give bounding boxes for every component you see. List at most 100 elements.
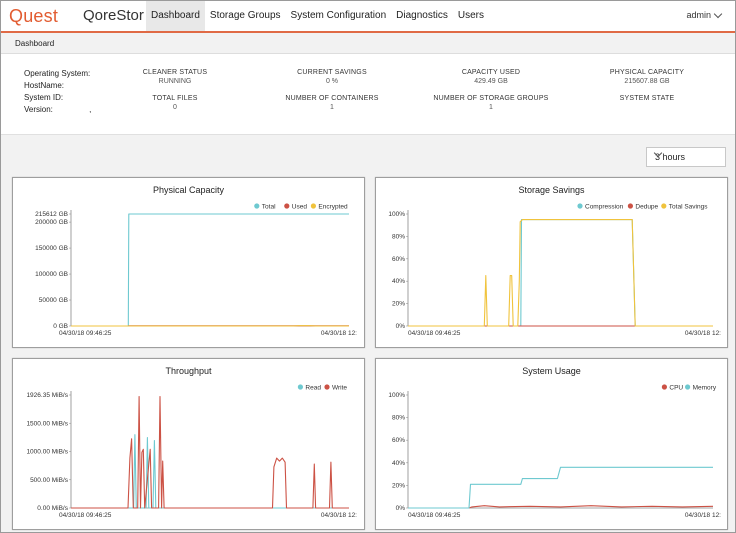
time-range-select[interactable]: 3 hours xyxy=(646,147,726,167)
legend-label: Total xyxy=(262,204,276,211)
legend-swatch[interactable] xyxy=(310,203,316,209)
legend-swatch[interactable] xyxy=(661,384,667,390)
y-tick-label: 150000 GB xyxy=(35,245,68,252)
y-tick-label: 1000.00 MiB/s xyxy=(26,449,68,456)
stat-value: RUNNING xyxy=(158,78,192,85)
legend-swatch[interactable] xyxy=(685,384,691,390)
system-info: Operating System: HostName: System ID: V… xyxy=(24,68,91,116)
breadcrumb-dashboard: Dashboard xyxy=(15,39,55,48)
legend-label: Compression xyxy=(585,204,624,211)
series-line-read xyxy=(71,434,349,509)
series-line-total-savings xyxy=(408,219,713,327)
system-id-label: System ID: xyxy=(24,93,64,102)
legend-label: Write xyxy=(332,385,347,392)
version-row: Version: , xyxy=(24,104,91,116)
version-value: , xyxy=(89,105,92,114)
y-tick-label: 60% xyxy=(392,437,405,444)
y-tick-label: 40% xyxy=(392,278,405,285)
legend-swatch[interactable] xyxy=(284,203,290,209)
system-summary: Operating System: HostName: System ID: V… xyxy=(1,54,735,135)
series-line-compression xyxy=(408,219,713,327)
chart-title: Throughput xyxy=(165,366,212,376)
quest-logo[interactable]: Quest xyxy=(9,6,59,26)
legend-label: Read xyxy=(305,385,321,392)
chart-title: Physical Capacity xyxy=(152,185,225,195)
y-tick-label: 60% xyxy=(392,256,405,263)
nav-storage-groups[interactable]: Storage Groups xyxy=(209,10,281,21)
y-tick-label: 0% xyxy=(396,323,406,330)
physical-capacity-panel: Physical Capacity 215612 GB 200000 GB 1500… xyxy=(12,177,365,348)
x-start-label: 04/30/18 09:46:25 xyxy=(59,330,112,337)
y-tick-label: 20% xyxy=(392,301,405,308)
top-navigation-bar: Quest QoreStor Dashboard Storage Groups … xyxy=(1,1,735,33)
x-end-label: 04/30/18 12: xyxy=(321,330,357,337)
user-menu[interactable]: admin xyxy=(686,9,723,20)
legend-swatch[interactable] xyxy=(254,203,260,209)
chart-title: Storage Savings xyxy=(518,185,585,195)
os-label: Operating System: xyxy=(24,69,91,78)
stat-total-files: TOTAL FILES 0 xyxy=(139,94,211,112)
main-nav: Dashboard Storage Groups System Configur… xyxy=(146,1,489,31)
throughput-chart: 1926.35 MiB/s 1500.00 MiB/s 1000.00 MiB/s 5… xyxy=(26,384,357,519)
stat-value: 0 % xyxy=(325,78,339,85)
x-end-label: 04/30/18 12: xyxy=(685,512,721,519)
stat-value: 0 xyxy=(173,104,177,111)
stat-value: 429.49 GB xyxy=(474,78,508,85)
legend-label: Total Savings xyxy=(669,204,708,211)
stat-capacity-used: CAPACITY USED 429.49 GB xyxy=(449,68,533,86)
nav-dashboard[interactable]: Dashboard xyxy=(146,1,205,31)
storage-savings-panel: Storage Savings 100% 80% 60% 40% 20% 0% 04/30/… xyxy=(375,177,728,348)
legend-swatch[interactable] xyxy=(627,203,633,209)
legend-swatch[interactable] xyxy=(661,203,667,209)
stat-value: 215607.88 GB xyxy=(624,78,670,85)
x-start-label: 04/30/18 09:46:25 xyxy=(408,512,461,519)
stat-label: CURRENT SAVINGS xyxy=(297,69,367,76)
x-end-label: 04/30/18 12: xyxy=(321,512,357,519)
y-tick-label: 100% xyxy=(388,211,405,218)
breadcrumb: Dashboard xyxy=(1,33,735,54)
y-tick-label: 200000 GB xyxy=(35,219,68,226)
legend-swatch[interactable] xyxy=(577,203,583,209)
y-tick-label: 20% xyxy=(392,482,405,489)
stat-cleaner-status: CLEANER STATUS RUNNING xyxy=(139,68,211,86)
y-tick-label: 40% xyxy=(392,460,405,467)
stat-system-state: SYSTEM STATE xyxy=(605,94,689,103)
stat-label: NUMBER OF STORAGE GROUPS xyxy=(433,95,549,102)
stat-label: NUMBER OF CONTAINERS xyxy=(285,95,379,102)
stat-label: CAPACITY USED xyxy=(461,69,521,76)
legend-label: Memory xyxy=(693,385,717,392)
chart-title: System Usage xyxy=(522,366,581,376)
legend-swatch[interactable] xyxy=(297,384,303,390)
legend-label: CPU xyxy=(669,385,683,392)
product-name: QoreStor xyxy=(83,7,144,24)
legend-label: Used xyxy=(292,204,308,211)
chevron-down-icon xyxy=(713,9,723,18)
y-tick-label: 100000 GB xyxy=(35,271,68,278)
stat-current-savings: CURRENT SAVINGS 0 % xyxy=(289,68,375,86)
series-line-total xyxy=(71,213,349,327)
series-line-cpu xyxy=(408,505,714,509)
throughput-panel: Throughput 1926.35 MiB/s 1500.00 MiB/s 100… xyxy=(12,358,365,530)
nav-system-configuration[interactable]: System Configuration xyxy=(290,10,387,21)
hostname-label: HostName: xyxy=(24,81,65,90)
y-tick-label: 80% xyxy=(392,233,405,240)
x-start-label: 04/30/18 09:46:25 xyxy=(59,512,112,519)
storage-savings-chart: 100% 80% 60% 40% 20% 0%04/30/18 09:46:25 04/30… xyxy=(388,203,721,337)
stat-number-of-storage-groups: NUMBER OF STORAGE GROUPS 1 xyxy=(429,94,553,112)
stat-number-of-containers: NUMBER OF CONTAINERS 1 xyxy=(277,94,387,112)
stat-value: 1 xyxy=(489,104,493,111)
stat-label: TOTAL FILES xyxy=(152,95,198,102)
series-line-write xyxy=(71,395,349,509)
stat-label: PHYSICAL CAPACITY xyxy=(609,69,685,76)
y-tick-label: 80% xyxy=(392,415,405,422)
time-range-value: 3 hours xyxy=(655,152,686,162)
stat-value: 1 xyxy=(330,104,334,111)
legend-label: Encrypted xyxy=(318,204,348,211)
legend-swatch[interactable] xyxy=(324,384,330,390)
stat-physical-capacity: PHYSICAL CAPACITY 215607.88 GB xyxy=(601,68,693,86)
y-tick-label: 1500.00 MiB/s xyxy=(26,420,68,427)
nav-diagnostics[interactable]: Diagnostics xyxy=(396,10,448,21)
version-label: Version: xyxy=(24,105,53,114)
nav-users[interactable]: Users xyxy=(457,10,484,21)
